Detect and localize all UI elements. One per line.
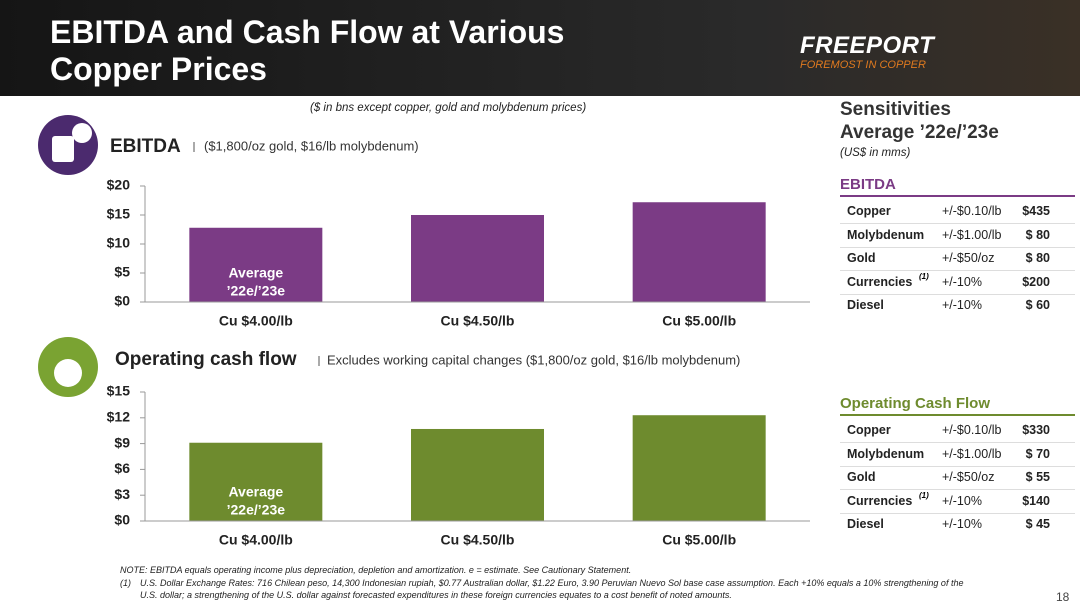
row-rule bbox=[840, 270, 1075, 271]
bar-annotation: Average bbox=[228, 265, 283, 281]
row-name: Diesel bbox=[847, 298, 884, 312]
sensitivities-units: (US$ in mms) bbox=[840, 147, 911, 159]
row-name: Currencies bbox=[847, 274, 913, 289]
row-change: +/-10% bbox=[942, 274, 982, 289]
row-note: (1) bbox=[919, 271, 929, 281]
row-change: +/-$50/oz bbox=[942, 470, 995, 484]
ebitda-icon-detail bbox=[52, 136, 74, 162]
row-value: $140 bbox=[1022, 493, 1050, 508]
x-tick-label: Cu $4.50/lb bbox=[441, 313, 515, 329]
note: NOTE: EBITDA equals operating income plu… bbox=[120, 565, 632, 575]
bar-annotation: Average bbox=[228, 484, 283, 500]
row-rule bbox=[840, 246, 1075, 248]
row-change: +/-$50/oz bbox=[942, 251, 995, 265]
y-tick-label: $0 bbox=[114, 293, 130, 309]
slide-title: EBITDA and Cash Flow at Various Copper P… bbox=[50, 14, 565, 87]
cash-icon-detail bbox=[54, 359, 82, 387]
row-change: +/-10% bbox=[942, 298, 982, 312]
bar bbox=[411, 215, 544, 302]
ebitda-icon-detail bbox=[72, 123, 92, 143]
row-change: +/-10% bbox=[942, 493, 982, 508]
logo: FREEPORT bbox=[800, 32, 935, 59]
x-tick-label: Cu $4.50/lb bbox=[441, 532, 515, 548]
row-value: $330 bbox=[1022, 423, 1050, 437]
row-value: $ 55 bbox=[1025, 470, 1050, 484]
header-bar bbox=[0, 0, 1080, 96]
sensitivities-title: Sensitivities Average ’22e/’23e bbox=[840, 98, 999, 144]
row-note: (1) bbox=[919, 490, 929, 500]
row-name: Gold bbox=[847, 251, 876, 265]
row-rule bbox=[840, 293, 1075, 295]
row-change: +/-10% bbox=[942, 517, 982, 531]
y-tick-label: $6 bbox=[114, 460, 130, 476]
chart-title: Operating cash flow bbox=[115, 349, 297, 370]
table-rule bbox=[840, 195, 1075, 197]
row-name: Currencies bbox=[847, 493, 913, 508]
y-tick-label: $20 bbox=[107, 177, 131, 193]
y-tick-label: $15 bbox=[107, 383, 131, 399]
y-tick-label: $9 bbox=[114, 434, 130, 450]
table-title: Operating Cash Flow bbox=[840, 395, 991, 412]
row-rule bbox=[840, 465, 1075, 467]
bar bbox=[632, 415, 766, 521]
row-change: +/-$0.10/lb bbox=[942, 423, 1002, 437]
y-tick-label: $10 bbox=[107, 235, 131, 251]
row-name: Copper bbox=[847, 204, 891, 218]
row-name: Gold bbox=[847, 470, 876, 484]
row-rule bbox=[840, 223, 1075, 224]
bar-annotation: ’22e/’23e bbox=[227, 502, 286, 518]
y-tick-label: $0 bbox=[114, 512, 130, 528]
row-rule bbox=[840, 512, 1075, 514]
chart-title: EBITDA bbox=[110, 136, 181, 157]
row-value: $ 70 bbox=[1025, 446, 1050, 461]
bar bbox=[189, 227, 323, 302]
chart-subtitle: ($1,800/oz gold, $16/lb molybdenum) bbox=[204, 138, 419, 153]
row-name: Diesel bbox=[847, 517, 884, 531]
y-tick-label: $3 bbox=[114, 486, 130, 502]
row-rule bbox=[840, 489, 1075, 490]
row-value: $200 bbox=[1022, 274, 1050, 289]
row-name: Molybdenum bbox=[847, 446, 925, 461]
y-tick-label: $12 bbox=[107, 409, 131, 425]
row-change: +/-$0.10/lb bbox=[942, 204, 1002, 218]
y-tick-label: $5 bbox=[114, 264, 130, 280]
table-title: EBITDA bbox=[840, 176, 896, 193]
sensitivities-subheading: Average ’22e/’23e bbox=[840, 122, 999, 143]
x-tick-label: Cu $4.00/lb bbox=[219, 532, 293, 548]
x-tick-label: Cu $5.00/lb bbox=[662, 313, 736, 329]
sensitivities-heading: Sensitivities bbox=[840, 99, 951, 120]
row-value: $ 60 bbox=[1025, 298, 1050, 312]
row-value: $435 bbox=[1022, 204, 1050, 218]
footnote-marker: (1) bbox=[120, 578, 131, 588]
row-change: +/-$1.00/lb bbox=[942, 227, 1002, 242]
row-value: $ 80 bbox=[1025, 251, 1050, 265]
row-rule bbox=[840, 442, 1075, 443]
units-note: ($ in bns except copper, gold and molybd… bbox=[310, 102, 587, 114]
page-number: 18 bbox=[1056, 590, 1070, 604]
row-name: Copper bbox=[847, 423, 891, 437]
footnote: U.S. Dollar Exchange Rates: 716 Chilean … bbox=[140, 578, 964, 600]
chart-subtitle: Excludes working capital changes ($1,800… bbox=[327, 352, 740, 367]
row-value: $ 45 bbox=[1025, 517, 1050, 531]
bar bbox=[411, 428, 544, 521]
logo-tagline: FOREMOST IN COPPER bbox=[800, 59, 926, 71]
x-tick-label: Cu $5.00/lb bbox=[662, 532, 736, 548]
row-value: $ 80 bbox=[1025, 227, 1050, 242]
row-change: +/-$1.00/lb bbox=[942, 446, 1002, 461]
bar bbox=[189, 442, 323, 521]
x-tick-label: Cu $4.00/lb bbox=[219, 313, 293, 329]
row-name: Molybdenum bbox=[847, 227, 925, 242]
y-tick-label: $15 bbox=[107, 206, 131, 222]
table-rule bbox=[840, 414, 1075, 416]
bar bbox=[632, 202, 766, 302]
bar-annotation: ’22e/’23e bbox=[227, 283, 286, 299]
